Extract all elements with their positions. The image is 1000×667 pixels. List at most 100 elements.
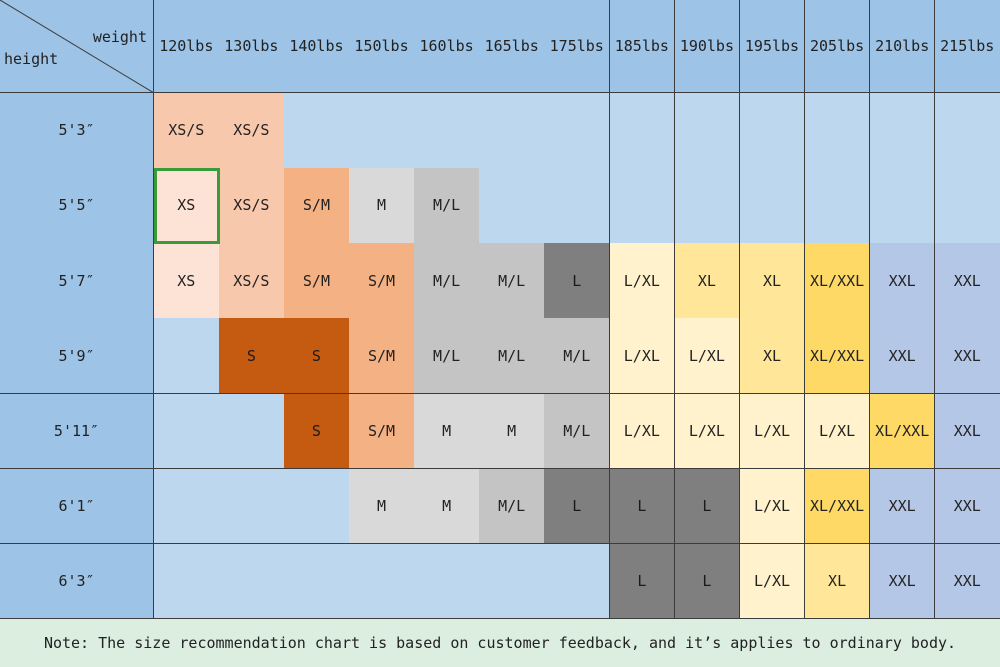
size-cell[interactable] <box>804 168 871 244</box>
size-cell[interactable] <box>479 93 545 169</box>
size-cell[interactable] <box>934 168 1000 244</box>
size-cell[interactable]: S/M <box>284 243 350 319</box>
size-cell[interactable]: XXL <box>869 318 936 395</box>
size-cell[interactable]: L/XL <box>609 393 676 470</box>
size-cell[interactable] <box>869 168 936 244</box>
size-cell[interactable] <box>154 543 220 620</box>
size-chart-table: weight height 120lbs 130lbs 140lbs 150lbs 16… <box>0 0 1000 620</box>
size-cell[interactable] <box>674 168 741 244</box>
height-header: 5'9″ <box>0 318 154 395</box>
size-cell[interactable] <box>544 168 611 244</box>
size-cell[interactable]: XL <box>674 243 741 319</box>
size-cell[interactable] <box>414 93 480 169</box>
weight-header-210lbs: 210lbs <box>869 0 936 93</box>
size-cell[interactable]: L/XL <box>739 543 806 620</box>
size-cell[interactable]: L <box>609 468 676 545</box>
size-cell[interactable] <box>219 468 285 545</box>
size-cell[interactable] <box>674 93 741 169</box>
size-cell[interactable]: S <box>219 318 285 395</box>
size-cell[interactable] <box>479 543 545 620</box>
size-cell[interactable]: XS/S <box>154 93 220 169</box>
size-cell[interactable] <box>544 93 611 169</box>
size-cell[interactable] <box>544 543 611 620</box>
size-cell[interactable]: XXL <box>934 468 1000 545</box>
size-cell[interactable]: L/XL <box>804 393 871 470</box>
size-cell[interactable]: L/XL <box>609 318 676 395</box>
size-cell[interactable]: XL/XXL <box>804 318 871 395</box>
size-cell[interactable]: M <box>349 168 415 244</box>
weight-header-205lbs: 205lbs <box>804 0 871 93</box>
size-cell[interactable] <box>609 93 676 169</box>
size-cell[interactable]: XXL <box>934 543 1000 620</box>
size-cell[interactable]: L/XL <box>739 468 806 545</box>
size-cell[interactable] <box>219 393 285 470</box>
weight-header-165lbs: 165lbs <box>479 0 545 93</box>
size-cell[interactable]: M <box>414 468 480 545</box>
size-cell[interactable] <box>414 543 480 620</box>
size-cell[interactable]: S/M <box>349 318 415 395</box>
size-cell[interactable]: S <box>284 393 350 470</box>
size-cell[interactable] <box>219 543 285 620</box>
size-cell[interactable] <box>934 93 1000 169</box>
size-cell[interactable]: XXL <box>869 243 936 319</box>
size-cell[interactable]: XS/S <box>219 168 285 244</box>
size-cell[interactable]: L <box>674 468 741 545</box>
size-cell[interactable]: M/L <box>414 318 480 395</box>
size-cell[interactable]: L/XL <box>609 243 676 319</box>
size-cell[interactable]: XL/XXL <box>804 243 871 319</box>
size-cell[interactable]: XS <box>154 168 220 244</box>
size-cell[interactable] <box>349 93 415 169</box>
size-cell[interactable]: XL/XXL <box>869 393 936 470</box>
size-cell[interactable]: XXL <box>869 543 936 620</box>
size-cell[interactable]: L <box>544 468 611 545</box>
size-cell[interactable]: L/XL <box>739 393 806 470</box>
size-cell[interactable]: XS/S <box>219 93 285 169</box>
size-cell[interactable]: XS/S <box>219 243 285 319</box>
size-cell[interactable] <box>349 543 415 620</box>
size-cell[interactable]: M/L <box>479 243 545 319</box>
size-cell[interactable]: XL <box>804 543 871 620</box>
size-cell[interactable]: XS <box>154 243 220 319</box>
size-cell[interactable]: M <box>479 393 545 470</box>
size-cell[interactable] <box>739 168 806 244</box>
size-cell[interactable]: S/M <box>349 393 415 470</box>
size-cell[interactable] <box>609 168 676 244</box>
size-cell[interactable] <box>479 168 545 244</box>
size-cell[interactable]: M/L <box>544 318 611 395</box>
size-cell[interactable]: S <box>284 318 350 395</box>
size-cell[interactable]: M/L <box>479 318 545 395</box>
size-cell[interactable] <box>154 468 220 545</box>
diagonal-divider <box>0 0 154 93</box>
size-cell[interactable]: XL <box>739 318 806 395</box>
size-cell[interactable]: M/L <box>414 168 480 244</box>
height-header: 5'3″ <box>0 93 154 169</box>
weight-header-185lbs: 185lbs <box>609 0 676 93</box>
size-cell[interactable]: L <box>544 243 611 319</box>
size-cell[interactable] <box>284 543 350 620</box>
size-cell[interactable]: XL/XXL <box>804 468 871 545</box>
size-cell[interactable]: L/XL <box>674 318 741 395</box>
size-cell[interactable]: XXL <box>934 318 1000 395</box>
size-cell[interactable]: L/XL <box>674 393 741 470</box>
height-header: 5'5″ <box>0 168 154 244</box>
size-cell[interactable] <box>154 318 220 395</box>
size-cell[interactable] <box>739 93 806 169</box>
size-cell[interactable]: M <box>349 468 415 545</box>
size-cell[interactable] <box>284 468 350 545</box>
size-cell[interactable]: S/M <box>349 243 415 319</box>
size-cell[interactable]: M/L <box>479 468 545 545</box>
size-cell[interactable] <box>284 93 350 169</box>
size-cell[interactable]: L <box>674 543 741 620</box>
size-cell[interactable]: XXL <box>869 468 936 545</box>
size-cell[interactable]: XXL <box>934 243 1000 319</box>
size-cell[interactable] <box>869 93 936 169</box>
size-cell[interactable]: M/L <box>544 393 611 470</box>
size-cell[interactable]: M <box>414 393 480 470</box>
size-cell[interactable]: XXL <box>934 393 1000 470</box>
size-cell[interactable]: L <box>609 543 676 620</box>
size-cell[interactable]: S/M <box>284 168 350 244</box>
size-cell[interactable]: M/L <box>414 243 480 319</box>
size-cell[interactable]: XL <box>739 243 806 319</box>
size-cell[interactable] <box>154 393 220 470</box>
size-cell[interactable] <box>804 93 871 169</box>
